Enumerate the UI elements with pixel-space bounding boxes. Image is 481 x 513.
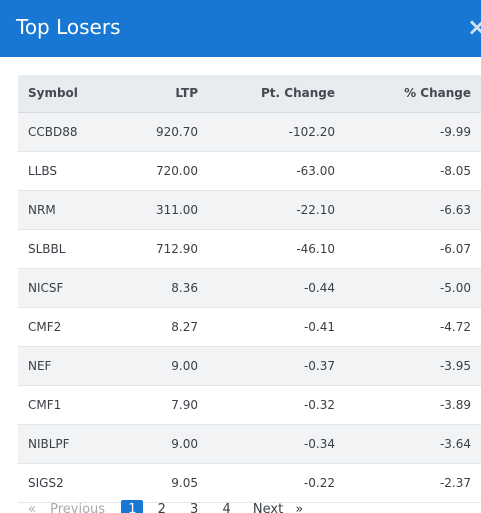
pt-change-cell: -0.34 bbox=[208, 424, 345, 464]
pct-change-cell: -3.64 bbox=[345, 424, 481, 464]
close-icon[interactable]: × bbox=[467, 13, 481, 41]
first-page-icon[interactable]: « bbox=[28, 502, 36, 513]
pagination: « Previous 1 2 3 4 Next » bbox=[28, 500, 303, 513]
ltp-cell: 8.27 bbox=[110, 307, 208, 347]
page-button-2[interactable]: 2 bbox=[157, 502, 166, 513]
column-header-ltp[interactable]: LTP bbox=[110, 75, 208, 113]
pt-change-cell: -0.22 bbox=[208, 463, 345, 503]
previous-page-button[interactable]: Previous bbox=[50, 502, 106, 513]
page-button-3[interactable]: 3 bbox=[190, 502, 199, 513]
pct-change-cell: -3.95 bbox=[345, 346, 481, 386]
last-page-icon[interactable]: » bbox=[295, 502, 304, 513]
pct-change-cell: -3.89 bbox=[345, 385, 481, 425]
symbol-cell: CMF1 bbox=[18, 385, 110, 425]
table-row[interactable]: NRM 311.00 -22.10 -6.63 bbox=[18, 190, 481, 230]
symbol-cell: SLBBL bbox=[18, 229, 110, 269]
table-row[interactable]: SLBBL 712.90 -46.10 -6.07 bbox=[18, 229, 481, 269]
symbol-cell: CMF2 bbox=[18, 307, 110, 347]
pct-change-cell: -5.00 bbox=[345, 268, 481, 308]
ltp-cell: 7.90 bbox=[110, 385, 208, 425]
pt-change-cell: -22.10 bbox=[208, 190, 345, 230]
ltp-cell: 712.90 bbox=[110, 229, 208, 269]
pct-change-cell: -6.63 bbox=[345, 190, 481, 230]
table-row[interactable]: CMF1 7.90 -0.32 -3.89 bbox=[18, 385, 481, 425]
ltp-cell: 8.36 bbox=[110, 268, 208, 308]
next-page-button[interactable]: Next bbox=[252, 502, 284, 513]
pct-change-cell: -4.72 bbox=[345, 307, 481, 347]
table-row[interactable]: CMF2 8.27 -0.41 -4.72 bbox=[18, 307, 481, 347]
modal-title: Top Losers bbox=[16, 15, 121, 39]
pt-change-cell: -0.41 bbox=[208, 307, 345, 347]
pct-change-cell: -8.05 bbox=[345, 151, 481, 191]
table-row[interactable]: NEF 9.00 -0.37 -3.95 bbox=[18, 346, 481, 386]
page-button-4[interactable]: 4 bbox=[222, 502, 231, 513]
ltp-cell: 9.05 bbox=[110, 463, 208, 503]
pct-change-cell: -6.07 bbox=[345, 229, 481, 269]
symbol-cell: CCBD88 bbox=[18, 112, 110, 152]
table-row[interactable]: SIGS2 9.05 -0.22 -2.37 bbox=[18, 463, 481, 503]
table-row[interactable]: LLBS 720.00 -63.00 -8.05 bbox=[18, 151, 481, 191]
symbol-cell: NEF bbox=[18, 346, 110, 386]
pt-change-cell: -102.20 bbox=[208, 112, 345, 152]
pt-change-cell: -46.10 bbox=[208, 229, 345, 269]
pt-change-cell: -63.00 bbox=[208, 151, 345, 191]
column-header-pt-change[interactable]: Pt. Change bbox=[208, 75, 345, 113]
column-header-symbol[interactable]: Symbol bbox=[18, 75, 110, 113]
pct-change-cell: -9.99 bbox=[345, 112, 481, 152]
ltp-cell: 920.70 bbox=[110, 112, 208, 152]
table-header-row: Symbol LTP Pt. Change % Change bbox=[18, 75, 481, 113]
pct-change-cell: -2.37 bbox=[345, 463, 481, 503]
ltp-cell: 9.00 bbox=[110, 424, 208, 464]
ltp-cell: 311.00 bbox=[110, 190, 208, 230]
modal-header: Top Losers × bbox=[0, 0, 481, 57]
table-row[interactable]: CCBD88 920.70 -102.20 -9.99 bbox=[18, 112, 481, 152]
symbol-cell: LLBS bbox=[18, 151, 110, 191]
table-row[interactable]: NIBLPF 9.00 -0.34 -3.64 bbox=[18, 424, 481, 464]
pt-change-cell: -0.37 bbox=[208, 346, 345, 386]
column-header-pct-change[interactable]: % Change bbox=[345, 75, 481, 113]
ltp-cell: 9.00 bbox=[110, 346, 208, 386]
symbol-cell: NIBLPF bbox=[18, 424, 110, 464]
pt-change-cell: -0.32 bbox=[208, 385, 345, 425]
symbol-cell: NICSF bbox=[18, 268, 110, 308]
page-button-1[interactable]: 1 bbox=[121, 500, 144, 513]
table-row[interactable]: NICSF 8.36 -0.44 -5.00 bbox=[18, 268, 481, 308]
symbol-cell: SIGS2 bbox=[18, 463, 110, 503]
ltp-cell: 720.00 bbox=[110, 151, 208, 191]
pt-change-cell: -0.44 bbox=[208, 268, 345, 308]
top-losers-table: Symbol LTP Pt. Change % Change CCBD88 92… bbox=[18, 75, 481, 503]
symbol-cell: NRM bbox=[18, 190, 110, 230]
